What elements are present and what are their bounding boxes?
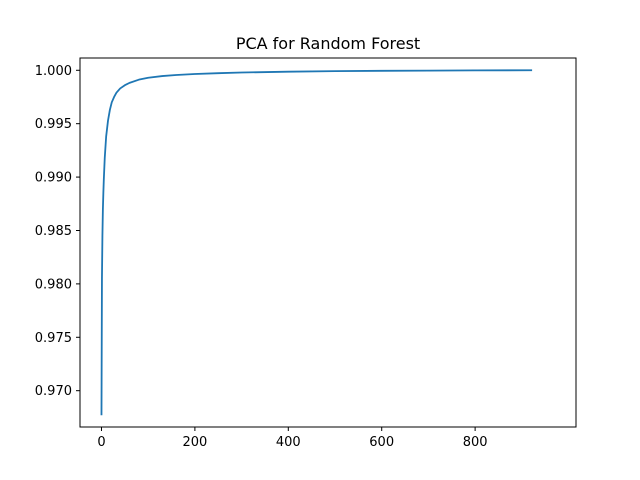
axes-layer: 0 200 400 600 800 0.970 0.975 0.980 0.985 0.990 0.… bbox=[35, 57, 577, 450]
series-line-0 bbox=[100, 69, 533, 416]
y-tick-label: 0.985 bbox=[35, 224, 72, 239]
chart-title: PCA for Random Forest bbox=[236, 34, 420, 53]
x-tick-label: 400 bbox=[276, 435, 301, 450]
x-tick-label: 200 bbox=[182, 435, 207, 450]
y-tick-label: 0.995 bbox=[35, 117, 72, 132]
y-tick-label: 0.975 bbox=[35, 331, 72, 346]
y-tick-label: 0.970 bbox=[35, 384, 72, 399]
x-tick-label: 600 bbox=[369, 435, 394, 450]
x-tick-label: 800 bbox=[463, 435, 488, 450]
y-tick-label: 1.000 bbox=[35, 64, 72, 79]
plot-background bbox=[80, 58, 576, 427]
y-tick-label: 0.990 bbox=[35, 171, 72, 186]
y-tick-label: 0.980 bbox=[35, 277, 72, 292]
x-tick-label: 0 bbox=[97, 435, 105, 450]
axes-frame bbox=[79, 57, 577, 428]
series-layer bbox=[100, 69, 533, 416]
